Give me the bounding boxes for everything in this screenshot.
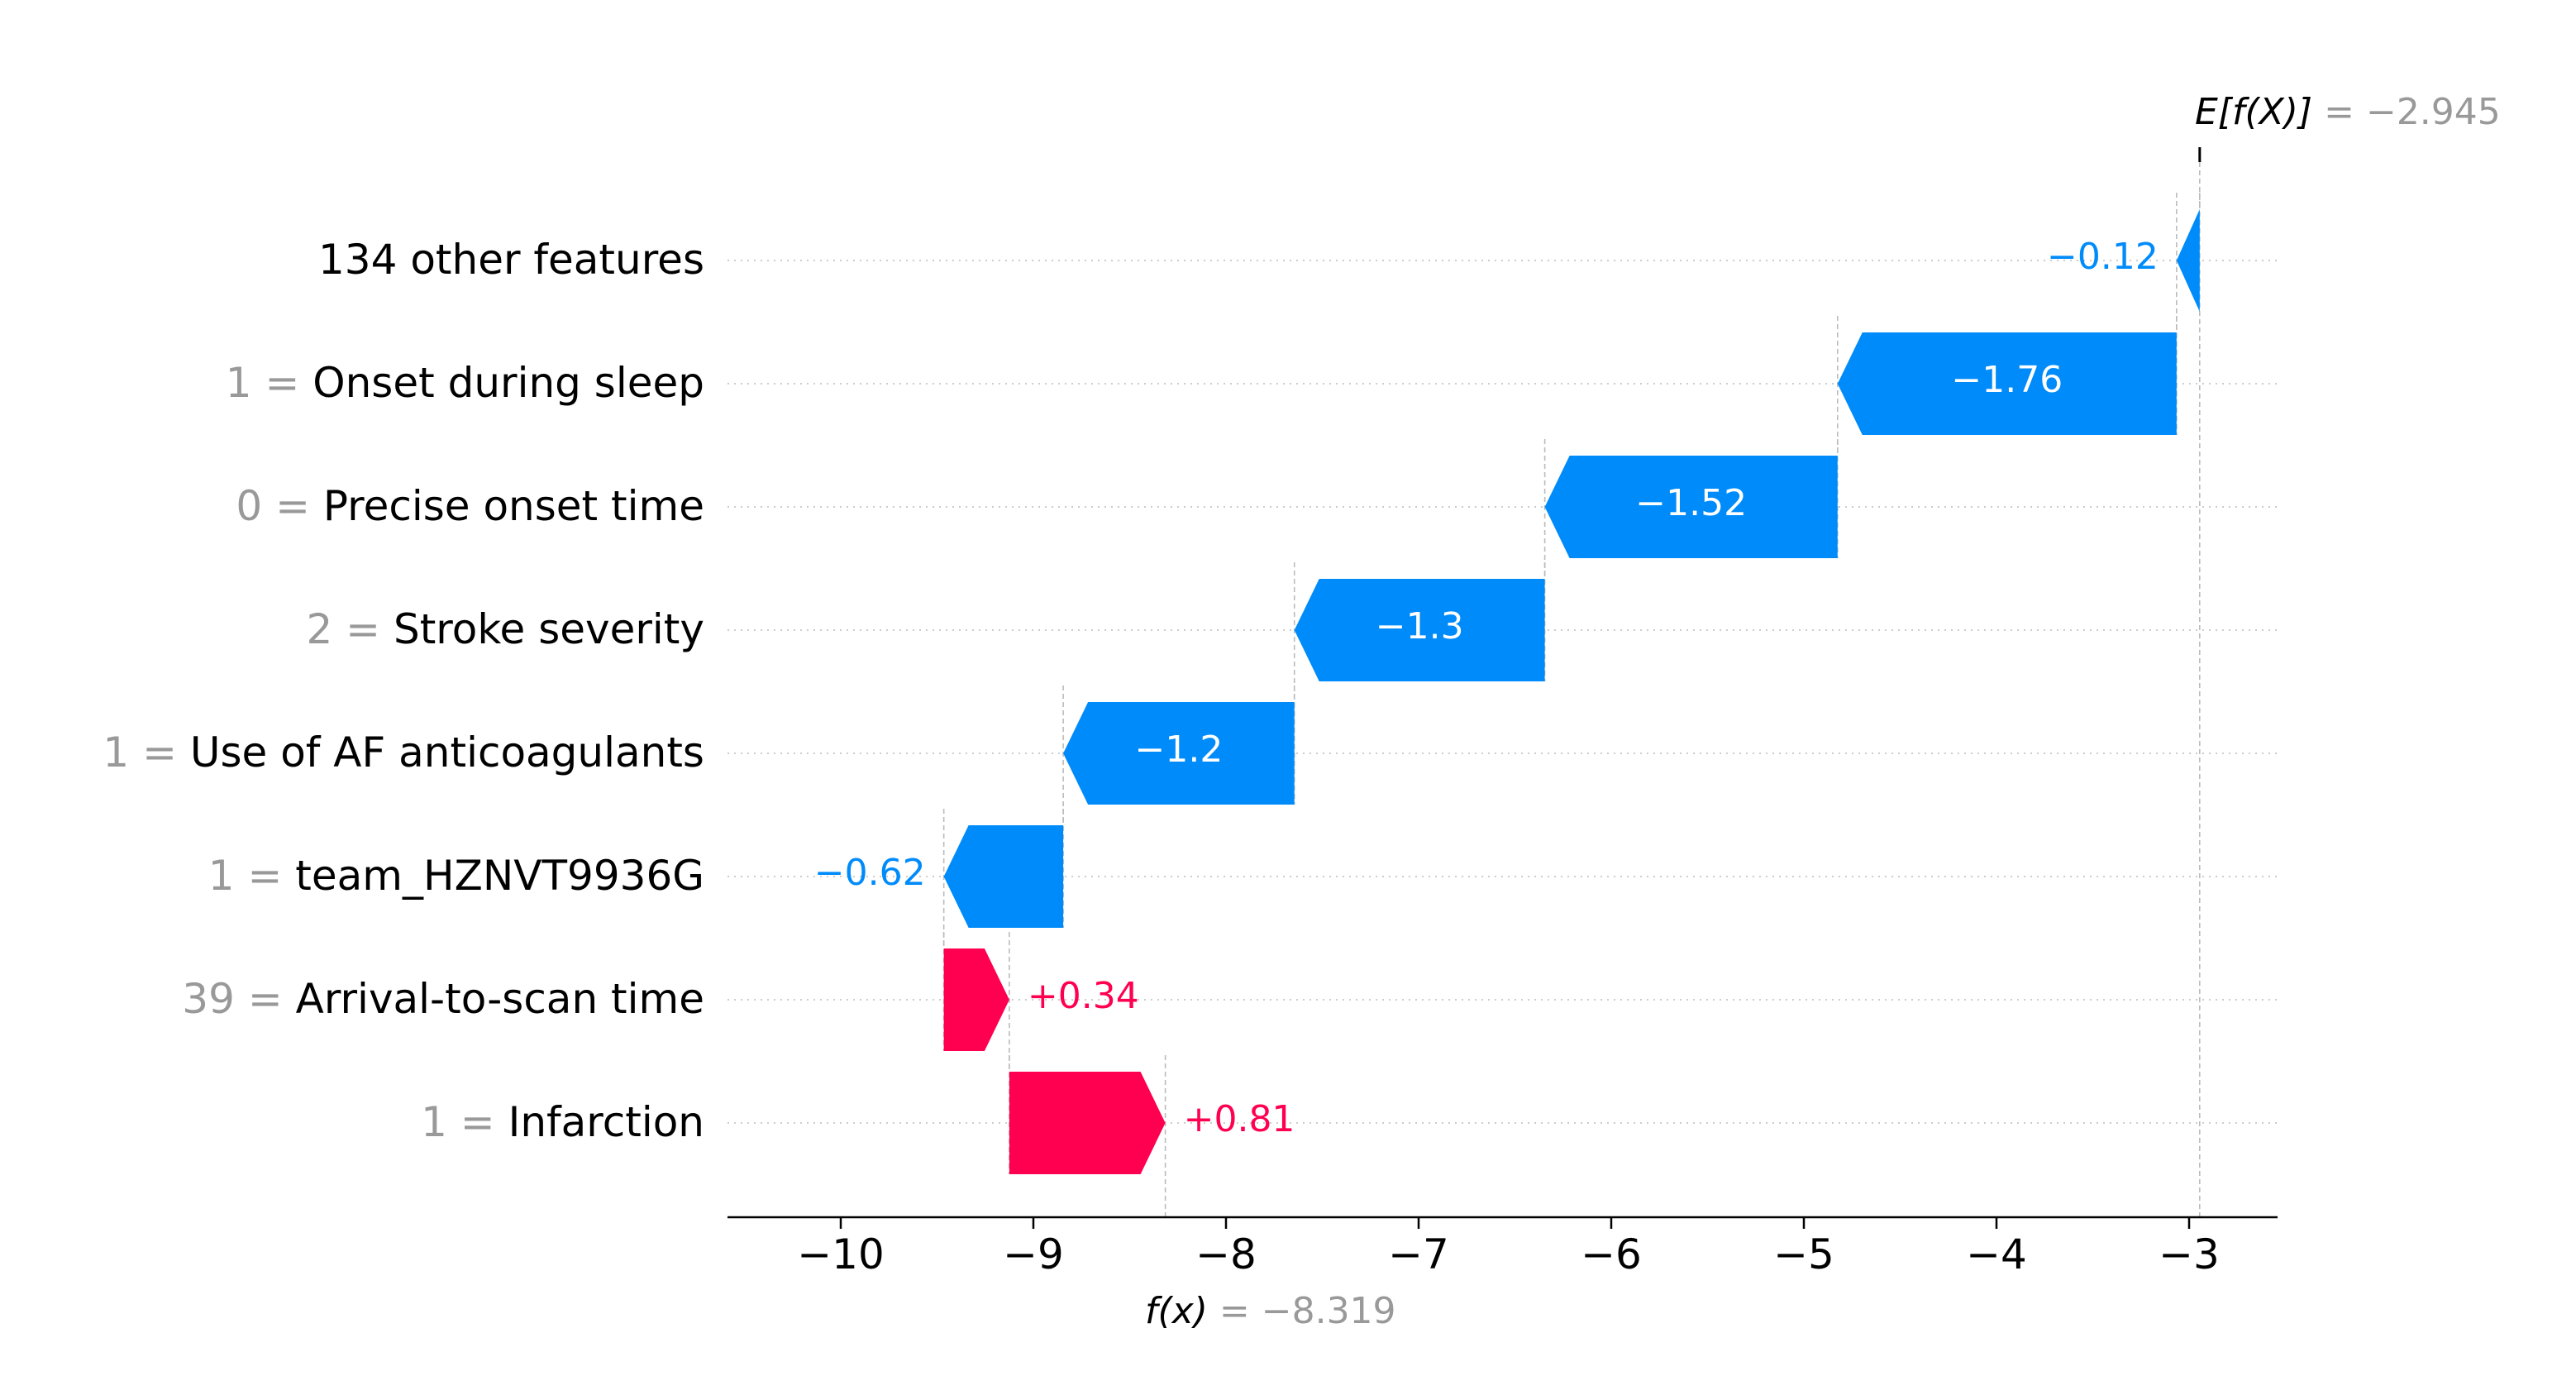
bar-arrival-to-scan-time bbox=[944, 948, 1009, 1051]
base-value-label: E[f(X)] bbox=[2195, 91, 2312, 133]
output-value-label: f(x) bbox=[1145, 1290, 1208, 1332]
x-tick-label: −9 bbox=[1003, 1230, 1064, 1278]
x-tick-label: −4 bbox=[1966, 1230, 2027, 1278]
bar-value-label: −0.62 bbox=[814, 852, 926, 894]
feature-value: 0 = bbox=[236, 482, 323, 530]
feature-name: Stroke severity bbox=[394, 605, 704, 653]
feature-name: Use of AF anticoagulants bbox=[190, 729, 704, 776]
base-value-text: = −2.945 bbox=[2312, 91, 2501, 133]
feature-value: 1 = bbox=[208, 852, 296, 900]
feature-label: 1 = Use of AF anticoagulants bbox=[103, 729, 704, 776]
x-tick-label: −3 bbox=[2159, 1230, 2220, 1278]
bar-134-other-features bbox=[2177, 209, 2200, 312]
feature-name: team_HZNVT9936G bbox=[295, 852, 704, 900]
feature-name: 134 other features bbox=[318, 236, 704, 284]
x-tick-label: −6 bbox=[1581, 1230, 1642, 1278]
feature-label: 1 = Onset during sleep bbox=[226, 359, 704, 407]
feature-label: 0 = Precise onset time bbox=[236, 482, 704, 530]
output-value-annotation: f(x) = −8.319 bbox=[1145, 1290, 1396, 1332]
x-axis: −10 −9 −8 −7 −6 −5 −4 −3 bbox=[727, 147, 2278, 1278]
bar-team-hznvt9936g bbox=[944, 825, 1063, 928]
x-tick-label: −10 bbox=[797, 1230, 885, 1278]
feature-name: Infarction bbox=[508, 1098, 704, 1146]
feature-name: Onset during sleep bbox=[312, 359, 704, 407]
feature-name: Precise onset time bbox=[323, 482, 704, 530]
x-tick-label: −7 bbox=[1388, 1230, 1449, 1278]
bar-value-label: +0.81 bbox=[1184, 1098, 1295, 1140]
feature-label: 1 = Infarction bbox=[421, 1098, 704, 1146]
feature-label: 2 = Stroke severity bbox=[306, 605, 704, 653]
base-value-annotation: E[f(X)] = −2.945 bbox=[2195, 91, 2501, 133]
feature-label: 134 other features bbox=[318, 236, 704, 284]
bar-value-label: −0.12 bbox=[2047, 236, 2159, 278]
feature-value: 1 = bbox=[103, 729, 190, 776]
feature-value: 1 = bbox=[226, 359, 313, 407]
bar-value-label: −1.52 bbox=[1635, 482, 1747, 524]
feature-label: 39 = Arrival-to-scan time bbox=[182, 975, 704, 1023]
bar-value-label: −1.3 bbox=[1376, 605, 1464, 647]
feature-labels: 134 other features 1 = Onset during sleep… bbox=[103, 236, 704, 1146]
x-tick-label: −5 bbox=[1773, 1230, 1834, 1278]
feature-value: 1 = bbox=[421, 1098, 508, 1146]
x-tick-label: −8 bbox=[1195, 1230, 1257, 1278]
feature-value: 39 = bbox=[182, 975, 295, 1023]
bar-infarction bbox=[1009, 1072, 1166, 1174]
feature-name: Arrival-to-scan time bbox=[296, 975, 704, 1023]
connector-lines bbox=[944, 162, 2200, 1217]
feature-value: 2 = bbox=[306, 605, 394, 653]
bars bbox=[944, 209, 2200, 1174]
bar-value-label: −1.76 bbox=[1951, 359, 2063, 401]
bar-value-labels: −0.12 −1.76 −1.52 −1.3 −1.2 −0.62 +0.34 +0.81 bbox=[814, 236, 2159, 1140]
bar-value-label: +0.34 bbox=[1028, 975, 1139, 1017]
output-value-text: = −8.319 bbox=[1208, 1290, 1396, 1332]
bar-value-label: −1.2 bbox=[1134, 729, 1223, 771]
feature-label: 1 = team_HZNVT9936G bbox=[208, 852, 704, 900]
